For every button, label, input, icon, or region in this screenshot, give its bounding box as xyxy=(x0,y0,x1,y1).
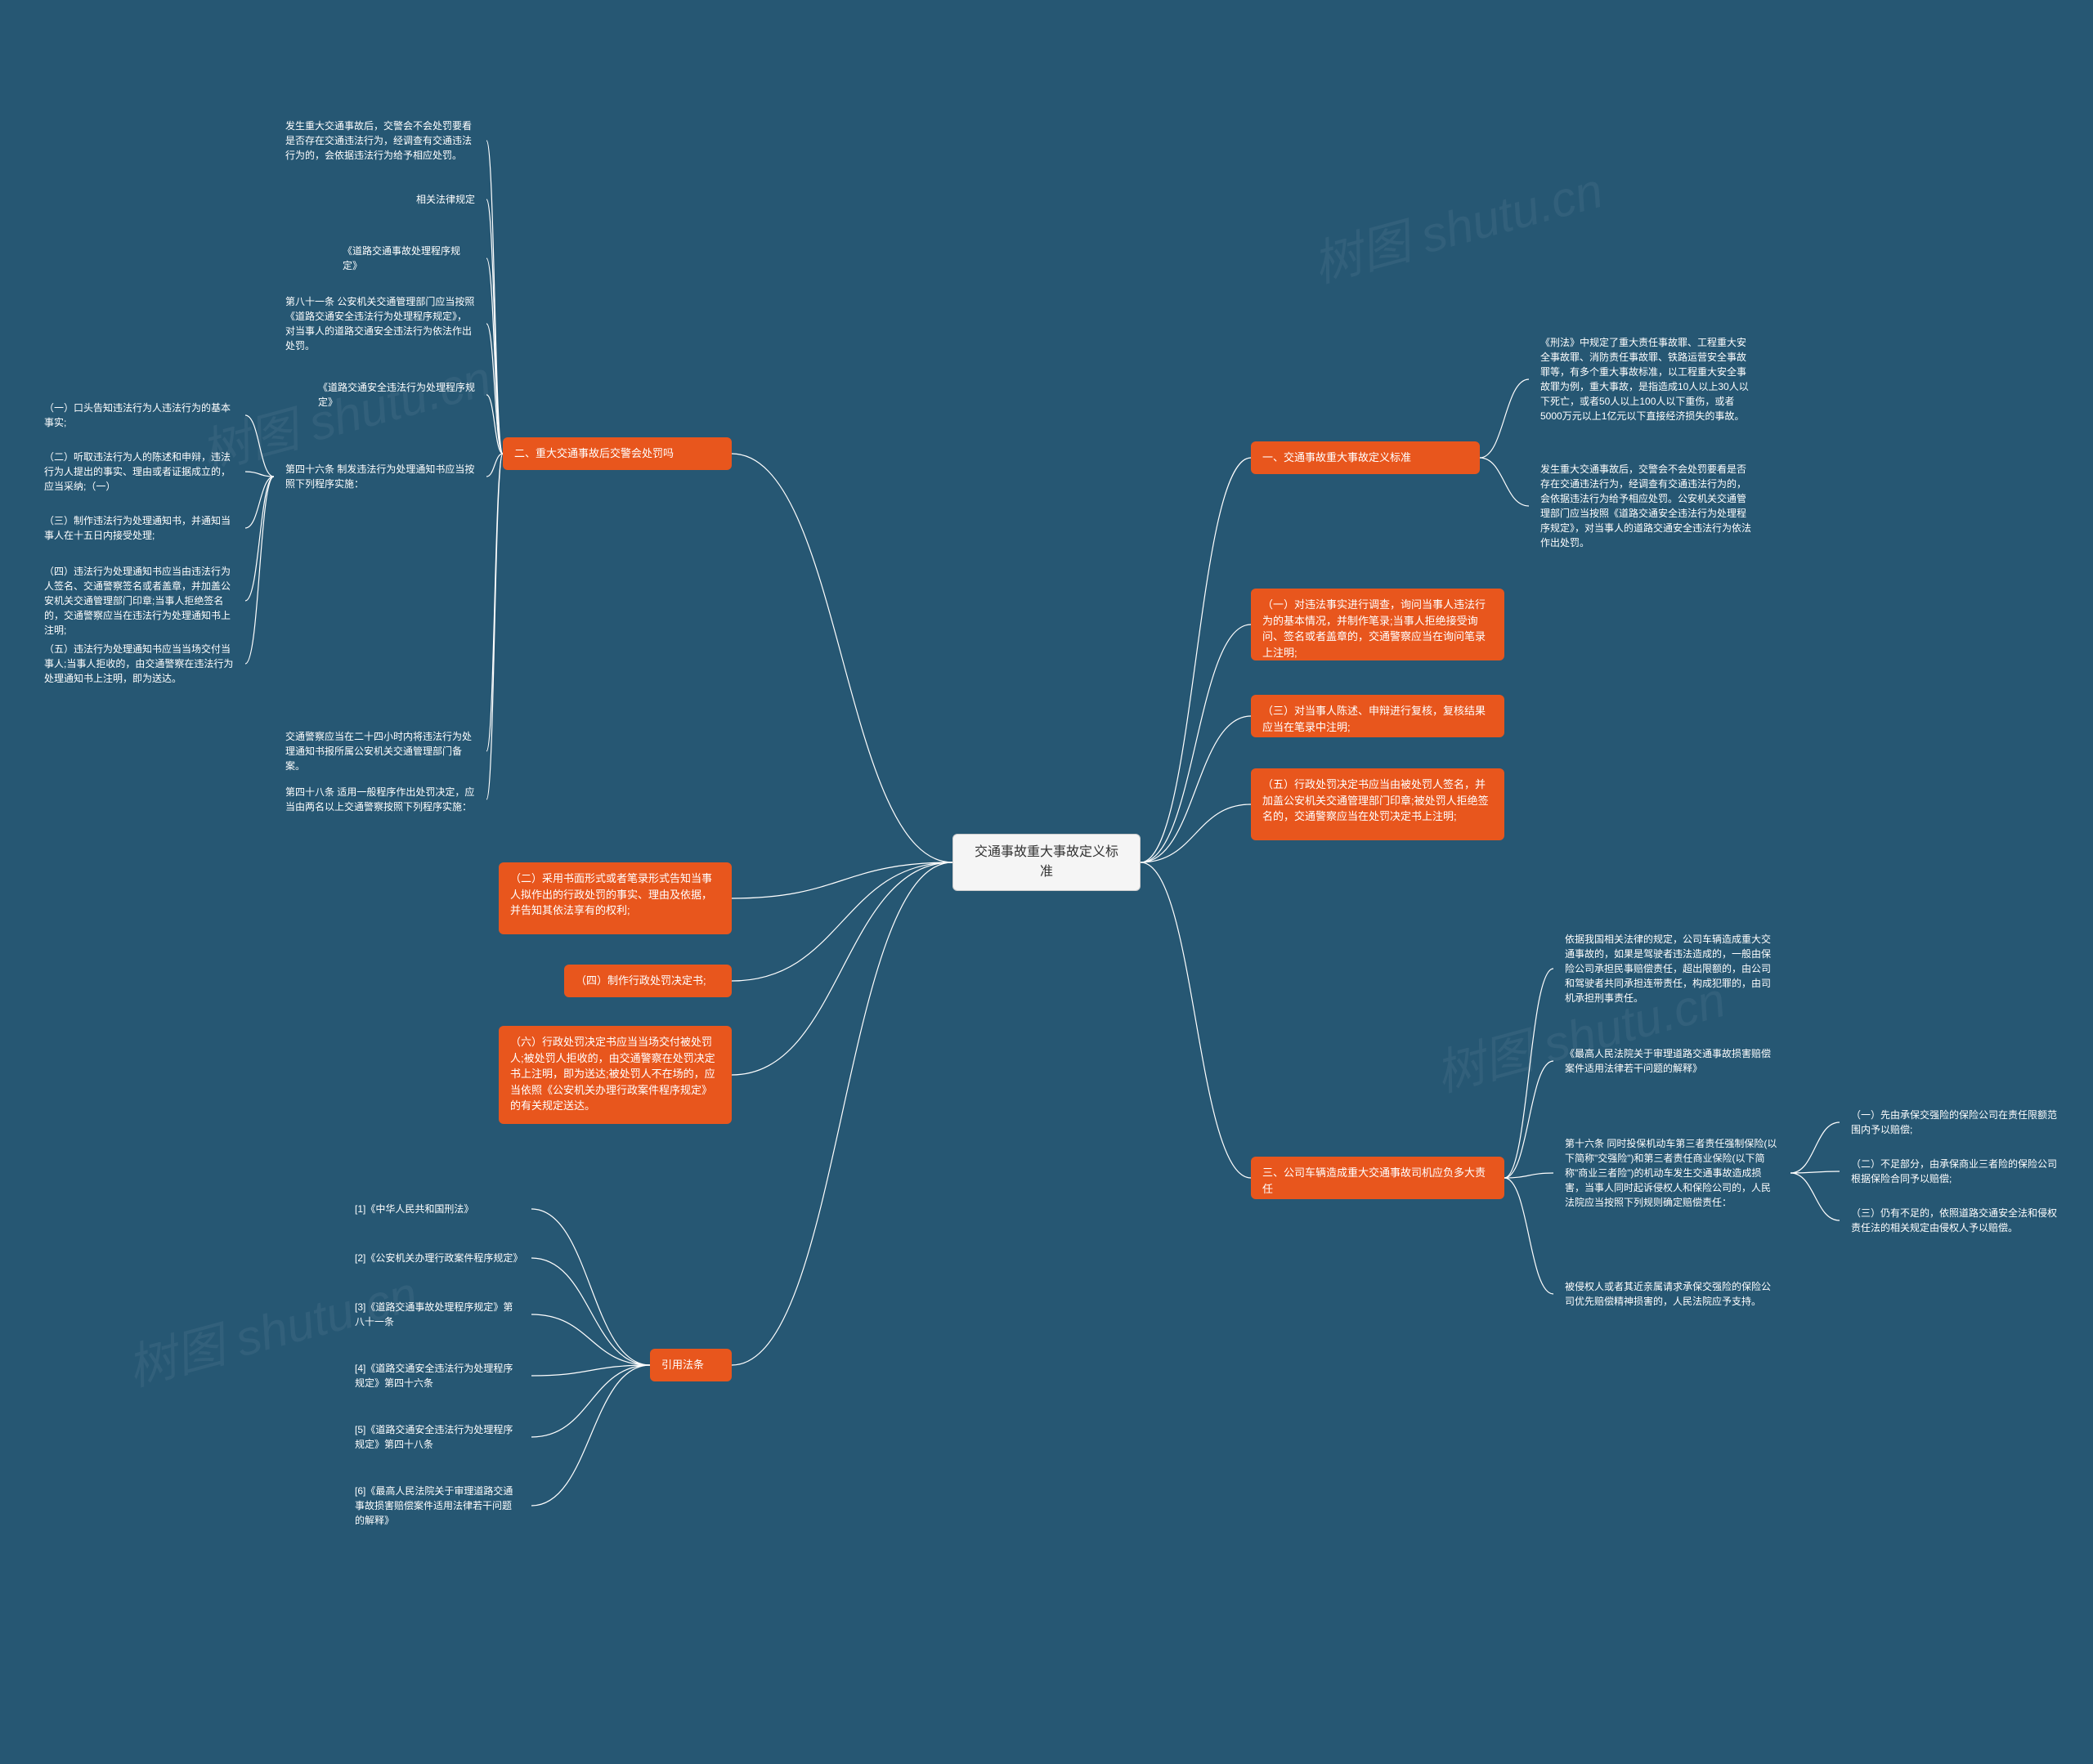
mindmap-node-l3: （四）制作行政处罚决定书; xyxy=(564,965,732,997)
mindmap-node-r4: （五）行政处罚决定书应当由被处罚人签名，并加盖公安机关交通管理部门印章;被处罚人… xyxy=(1251,768,1504,840)
mindmap-node-l1f1: （一）口头告知违法行为人违法行为的基本事实; xyxy=(33,392,245,438)
mindmap-node-r5c3: （三）仍有不足的，依照道路交通安全法和侵权责任法的相关规定由侵权人予以赔偿。 xyxy=(1840,1198,2068,1243)
mindmap-node-l5d: [4]《道路交通安全违法行为处理程序规定》第四十六条 xyxy=(343,1353,531,1399)
mindmap-node-l1h: 第四十八条 适用一般程序作出处罚决定，应当由两名以上交通警察按照下列程序实施： xyxy=(274,777,486,822)
mindmap-node-l1c: 《道路交通事故处理程序规定》 xyxy=(331,235,486,281)
mindmap-node-l1d: 第八十一条 公安机关交通管理部门应当按照《道路交通安全违法行为处理程序规定》，对… xyxy=(274,286,486,361)
mindmap-node-r3: （三）对当事人陈述、申辩进行复核，复核结果应当在笔录中注明; xyxy=(1251,695,1504,737)
mindmap-node-r1a: 《刑法》中规定了重大责任事故罪、工程重大安全事故罪、消防责任事故罪、铁路运营安全… xyxy=(1529,327,1766,432)
mindmap-node-r5: 三、公司车辆造成重大交通事故司机应负多大责任 xyxy=(1251,1157,1504,1199)
mindmap-node-l1b: 相关法律规定 xyxy=(405,184,486,215)
mindmap-node-l5: 引用法条 xyxy=(650,1349,732,1381)
mindmap-node-l1: 二、重大交通事故后交警会处罚吗 xyxy=(503,437,732,470)
mindmap-node-l2: （二）采用书面形式或者笔录形式告知当事人拟作出的行政处罚的事实、理由及依据，并告… xyxy=(499,862,732,934)
mindmap-node-r5c: 第十六条 同时投保机动车第三者责任强制保险(以下简称"交强险")和第三者责任商业… xyxy=(1553,1128,1790,1218)
mindmap-node-l1f4: （四）违法行为处理通知书应当由违法行为人签名、交通警察签名或者盖章，并加盖公安机… xyxy=(33,556,245,646)
mindmap-node-l1f5: （五）违法行为处理通知书应当当场交付当事人;当事人拒收的，由交通警察在违法行为处… xyxy=(33,634,245,694)
mindmap-node-l1e: 《道路交通安全违法行为处理程序规定》 xyxy=(307,372,486,418)
mindmap-node-l1f3: （三）制作违法行为处理通知书，并通知当事人在十五日内接受处理; xyxy=(33,505,245,551)
mindmap-node-r2: （一）对违法事实进行调查，询问当事人违法行为的基本情况，并制作笔录;当事人拒绝接… xyxy=(1251,589,1504,660)
mindmap-node-l5e: [5]《道路交通安全违法行为处理程序规定》第四十八条 xyxy=(343,1414,531,1460)
watermark: 树图 shutu.cn xyxy=(1304,150,1610,296)
mindmap-node-r1b: 发生重大交通事故后，交警会不会处罚要看是否存在交通违法行为，经调查有交通违法行为… xyxy=(1529,454,1766,558)
mindmap-node-l1f2: （二）听取违法行为人的陈述和申辩，违法行为人提出的事实、理由或者证据成立的，应当… xyxy=(33,441,245,502)
mindmap-node-l1f: 第四十六条 制发违法行为处理通知书应当按照下列程序实施： xyxy=(274,454,486,499)
mindmap-node-r5b: 《最高人民法院关于审理道路交通事故损害赔偿案件适用法律若干问题的解释》 xyxy=(1553,1038,1790,1084)
mindmap-node-l1a: 发生重大交通事故后，交警会不会处罚要看是否存在交通违法行为，经调查有交通违法行为… xyxy=(274,110,486,171)
mindmap-node-r5c2: （二）不足部分，由承保商业三者险的保险公司根据保险合同予以赔偿; xyxy=(1840,1148,2068,1194)
mindmap-node-r5a: 依据我国相关法律的规定，公司车辆造成重大交通事故的，如果是驾驶者违法造成的，一般… xyxy=(1553,924,1790,1014)
mindmap-node-root: 交通事故重大事故定义标 准 xyxy=(952,834,1141,891)
mindmap-node-r5d: 被侵权人或者其近亲属请求承保交强险的保险公司优先赔偿精神损害的，人民法院应予支持… xyxy=(1553,1271,1790,1317)
mindmap-node-l5b: [2]《公安机关办理行政案件程序规定》 xyxy=(343,1242,531,1274)
mindmap-node-r1: 一、交通事故重大事故定义标准 xyxy=(1251,441,1480,474)
mindmap-node-l5f: [6]《最高人民法院关于审理道路交通事故损害赔偿案件适用法律若干问题的解释》 xyxy=(343,1475,531,1536)
mindmap-node-r5c1: （一）先由承保交强险的保险公司在责任限额范围内予以赔偿; xyxy=(1840,1099,2068,1145)
mindmap-node-l1g: 交通警察应当在二十四小时内将违法行为处理通知书报所属公安机关交通管理部门备案。 xyxy=(274,721,486,781)
mindmap-node-l5c: [3]《道路交通事故处理程序规定》第八十一条 xyxy=(343,1292,531,1337)
mindmap-node-l4: （六）行政处罚决定书应当当场交付被处罚人;被处罚人拒收的，由交通警察在处罚决定书… xyxy=(499,1026,732,1124)
mindmap-node-l5a: [1]《中华人民共和国刑法》 xyxy=(343,1193,531,1225)
